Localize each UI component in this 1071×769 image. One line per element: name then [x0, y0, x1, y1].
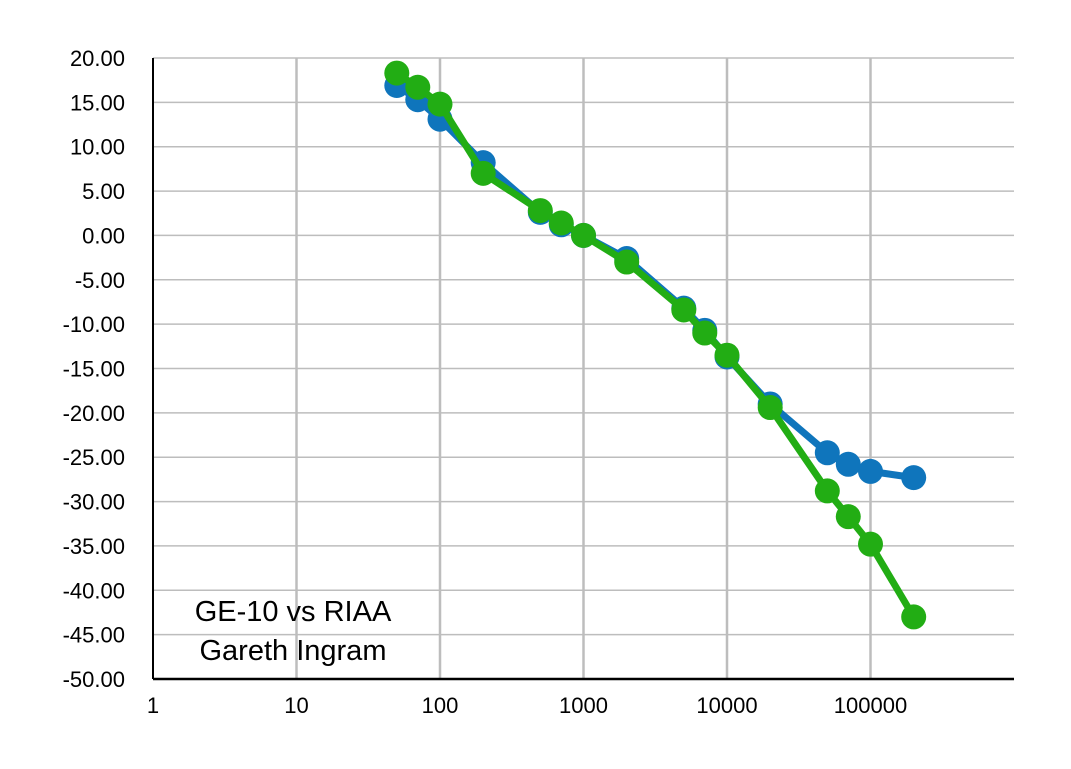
data-point [671, 297, 697, 323]
data-point [571, 222, 596, 248]
x-tick-label: 1000 [559, 693, 608, 718]
data-point [858, 458, 883, 484]
data-point [527, 198, 553, 224]
data-point [814, 440, 840, 466]
series [384, 60, 927, 630]
y-tick-label: -45.00 [63, 623, 125, 648]
data-point [548, 210, 574, 236]
x-tick-label: 100 [422, 693, 459, 718]
y-tick-label: -30.00 [63, 490, 125, 515]
x-tick-label: 1 [147, 693, 159, 718]
series-line [393, 69, 918, 621]
data-point [835, 451, 861, 477]
x-tick-label: 100000 [834, 693, 907, 718]
y-tick-label: -35.00 [63, 534, 125, 559]
data-point [814, 478, 840, 504]
axes [152, 58, 1014, 681]
data-point [405, 74, 431, 100]
y-tick-label: -40.00 [63, 578, 125, 603]
data-point [901, 604, 927, 630]
data-point [692, 320, 718, 346]
data-point [384, 60, 410, 86]
x-tick-label: 10000 [696, 693, 757, 718]
data-point [470, 160, 496, 186]
annotation-line-2: Gareth Ingram [200, 635, 387, 667]
data-point [835, 504, 861, 530]
chart-annotation: GE-10 vs RIAA Gareth Ingram [195, 596, 392, 667]
annotation-line-1: GE-10 vs RIAA [195, 596, 392, 628]
y-tick-label: 10.00 [70, 135, 125, 160]
series-2 [384, 60, 927, 630]
data-point [858, 531, 883, 557]
y-tick-label: -20.00 [63, 401, 125, 426]
tick-labels: 20.00 15.00 10.00 5.00 0.00 -5.00 -10.00 -15.00… [63, 46, 908, 718]
y-tick-label: 0.00 [82, 223, 125, 248]
x-tick-label: 10 [284, 693, 308, 718]
data-point [427, 91, 453, 117]
grid [153, 57, 1014, 679]
y-tick-label: -50.00 [63, 667, 125, 692]
data-point [901, 465, 927, 491]
data-point [614, 249, 640, 275]
y-tick-label: -5.00 [75, 268, 125, 293]
y-tick-label: 5.00 [82, 179, 125, 204]
y-tick-label: 20.00 [70, 46, 125, 71]
data-point [757, 395, 783, 421]
y-tick-label: 15.00 [70, 90, 125, 115]
data-point [714, 342, 740, 368]
y-tick-label: -25.00 [63, 445, 125, 470]
y-tick-label: -10.00 [63, 312, 125, 337]
y-tick-label: -15.00 [63, 357, 125, 382]
